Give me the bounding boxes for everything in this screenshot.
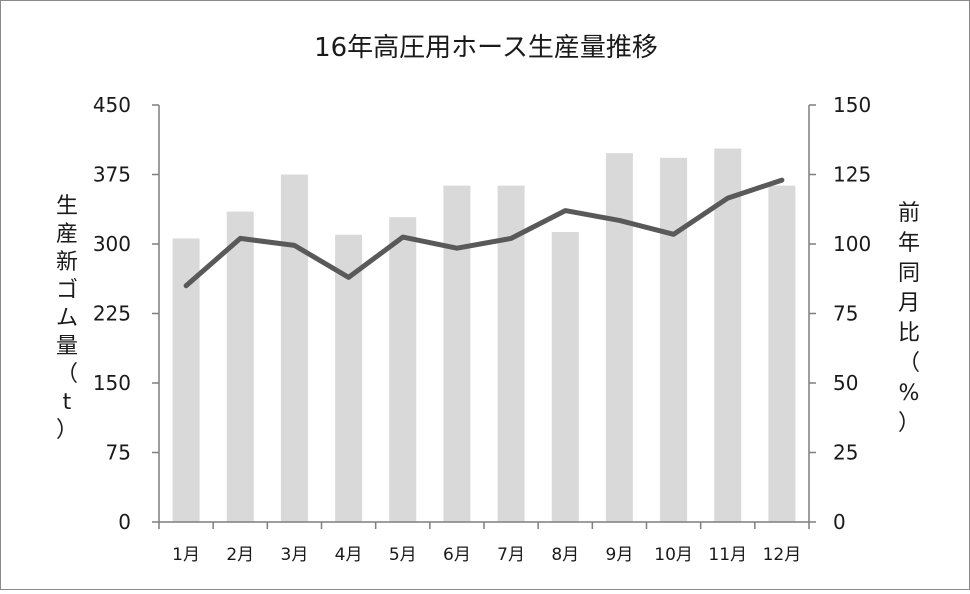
- right-tick-label: 50: [833, 371, 858, 395]
- right-axis-label-char: 前: [898, 201, 920, 226]
- x-tick-label: 9月: [606, 545, 634, 565]
- right-tick-label: 125: [833, 163, 871, 187]
- right-axis-ticks: 150 125 100 75 50 25 0: [809, 93, 871, 534]
- left-tick-label: 450: [93, 93, 131, 117]
- right-axis-label-char: 比: [898, 321, 920, 346]
- x-tick-label: 12月: [763, 545, 802, 565]
- yoy-line: [186, 180, 782, 286]
- x-tick-label: 5月: [389, 545, 417, 565]
- bar-series: [173, 149, 796, 522]
- right-tick-label: 25: [833, 441, 858, 465]
- right-tick-label: 100: [833, 232, 871, 256]
- left-axis-label-char: ゴ: [56, 278, 78, 303]
- bar-12: [768, 186, 795, 522]
- x-tick-label: 4月: [335, 545, 363, 565]
- right-axis-label-char: 月: [898, 291, 920, 316]
- bar-9: [606, 153, 633, 522]
- left-axis-label-char: ）: [56, 418, 78, 443]
- bar-6: [443, 186, 470, 522]
- bar-5: [389, 217, 416, 522]
- left-tick-label: 375: [93, 163, 131, 187]
- bar-3: [281, 175, 308, 523]
- x-tick-label: 3月: [281, 545, 309, 565]
- x-axis-ticks: 1月 2月 3月 4月 5月 6月 7月 8月 9月 10月 11月 12月: [159, 522, 809, 565]
- left-tick-label: 150: [93, 371, 131, 395]
- x-tick-label: 6月: [443, 545, 471, 565]
- bar-8: [552, 232, 579, 522]
- left-axis-label-char: 生: [56, 194, 78, 219]
- line-series: [186, 180, 782, 286]
- x-tick-label: 7月: [497, 545, 525, 565]
- left-axis-label-char: （: [56, 362, 78, 387]
- right-tick-label: 150: [833, 93, 871, 117]
- left-axis-ticks: 450 375 300 225 150 75 0: [93, 93, 159, 534]
- left-axis-label-char: 産: [56, 222, 78, 247]
- right-axis-label-char: 年: [898, 231, 920, 256]
- left-tick-label: 225: [93, 302, 131, 326]
- axes: [159, 105, 809, 522]
- bar-1: [173, 238, 200, 522]
- left-axis-label-char: ム: [56, 306, 78, 331]
- right-tick-label: 0: [833, 510, 846, 534]
- left-axis-label-char: t: [63, 390, 72, 415]
- left-tick-label: 0: [118, 510, 131, 534]
- right-axis-label-char: %: [899, 381, 920, 406]
- x-tick-label: 10月: [654, 545, 693, 565]
- left-tick-label: 300: [93, 232, 131, 256]
- x-tick-label: 2月: [226, 545, 254, 565]
- right-axis-label-char: （: [898, 351, 920, 376]
- chart-title: 16年高圧用ホース生産量推移: [314, 33, 658, 63]
- x-tick-label: 1月: [172, 545, 200, 565]
- right-tick-label: 75: [833, 302, 858, 326]
- x-tick-label: 8月: [551, 545, 579, 565]
- bar-2: [227, 212, 254, 522]
- left-axis-label-char: 量: [56, 334, 78, 359]
- right-axis-label-char: ）: [898, 411, 920, 436]
- bar-10: [660, 158, 687, 522]
- right-axis-label-char: 同: [898, 261, 920, 286]
- left-tick-label: 75: [106, 441, 131, 465]
- x-tick-label: 11月: [708, 545, 747, 565]
- left-axis-label-char: 新: [56, 250, 78, 275]
